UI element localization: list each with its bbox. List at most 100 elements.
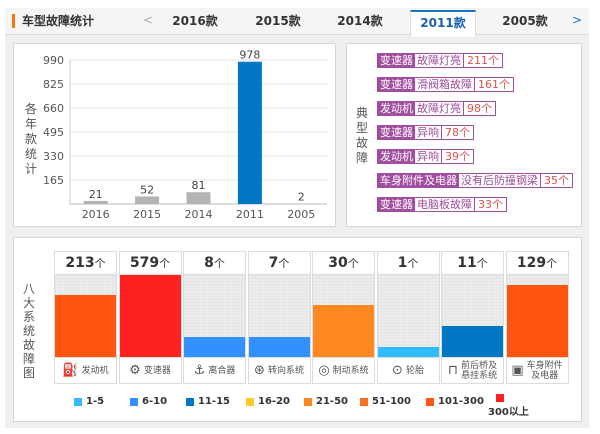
- system-bar: [55, 294, 116, 357]
- legend-item: 300以上: [488, 394, 529, 418]
- tab-2016[interactable]: 2016款: [172, 14, 218, 28]
- legend-label: 101-300: [438, 396, 484, 407]
- fault-desc: 异响: [415, 126, 442, 139]
- legend-item: 21-50: [304, 396, 348, 407]
- fault-system: 变速器: [378, 198, 415, 211]
- fault-desc: 异响: [415, 150, 442, 163]
- fault-count: 98个: [467, 102, 492, 115]
- system-column[interactable]: 11个 ⊓ 前后桥及悬挂系统: [441, 251, 504, 384]
- system-bar-area: [184, 275, 245, 357]
- system-column[interactable]: 213个 ⛽ 发动机: [54, 251, 117, 384]
- system-name: 前后桥及悬挂系统: [461, 360, 498, 381]
- legend-label: 16-20: [258, 396, 290, 407]
- fault-count: 33个: [478, 198, 503, 211]
- fault-count: 39个: [445, 150, 470, 163]
- y-tick-label: 330: [43, 150, 64, 163]
- fault-tag[interactable]: 发动机 异响 39个: [377, 149, 474, 164]
- fault-count: 78个: [445, 126, 470, 139]
- fault-system: 变速器: [378, 78, 415, 91]
- eight-systems-label: 八大系统故障图: [22, 282, 35, 380]
- fault-desc: 滑阀箱故障: [415, 78, 475, 91]
- system-name: 变速器: [143, 365, 171, 376]
- bar-2014[interactable]: [186, 192, 211, 204]
- eight-systems-panel: 八大系统故障图 213个 ⛽ 发动机 579个 ⚙ 变速器 8个 ⚓ 离合器 7个 ⊛ 转向系统 30个…: [13, 237, 582, 422]
- system-column[interactable]: 30个 ◎ 制动系统: [312, 251, 375, 384]
- fault-tag[interactable]: 发动机 故障灯亮 98个: [377, 101, 496, 116]
- system-count: 129个: [506, 252, 568, 275]
- fault-tag[interactable]: 变速器 异响 78个: [377, 125, 474, 140]
- data-label: 81: [192, 179, 206, 192]
- steering-wheel-icon: ⊛: [254, 362, 265, 378]
- legend-swatch: [246, 397, 254, 406]
- data-label: 2: [298, 191, 305, 204]
- legend-swatch: [130, 397, 138, 406]
- system-bar: [119, 275, 181, 357]
- system-bar-area: [313, 275, 374, 357]
- widget-title: 车型故障统计: [12, 14, 94, 28]
- fault-desc: 故障灯亮: [415, 54, 464, 67]
- next-arrow-button[interactable]: >: [572, 13, 583, 27]
- prev-arrow-button[interactable]: <: [143, 13, 154, 27]
- legend-item: 11-15: [186, 396, 230, 407]
- legend-label: 300以上: [488, 407, 529, 418]
- fault-count: 161个: [478, 78, 510, 91]
- system-bar-area: [248, 275, 310, 357]
- system-name: 制动系统: [332, 365, 369, 376]
- system-bar-area: [119, 275, 181, 357]
- system-bar: [313, 305, 374, 357]
- fault-tag[interactable]: 变速器 滑阀箱故障 161个: [377, 77, 514, 92]
- y-tick-label: 825: [43, 78, 64, 91]
- year-bar-chart: 165 330 495 660 825 990 21 2016 52 2015 81 2014 978 2…: [43, 49, 327, 221]
- legend-item: 16-20: [246, 396, 290, 407]
- system-bar-area: [442, 275, 503, 357]
- system-column[interactable]: 129个 ▣ 车身附件及电器: [505, 251, 569, 384]
- legend-item: 51-100: [360, 396, 411, 407]
- system-bar: [442, 325, 503, 357]
- y-axis-label: 各年款统计: [24, 102, 37, 176]
- legend-label: 51-100: [372, 396, 411, 407]
- y-tick-label: 495: [43, 126, 64, 139]
- tab-2015[interactable]: 2015款: [255, 14, 301, 28]
- legend-label: 6-10: [142, 396, 168, 407]
- bar-2016[interactable]: [83, 200, 108, 204]
- legend-label: 11-15: [198, 396, 230, 407]
- data-label: 978: [239, 49, 260, 62]
- brake-disc-icon: ◎: [318, 362, 330, 378]
- battery-icon: ▣: [511, 362, 524, 378]
- year-tab-bar: 车型故障统计 < 2016款 2015款 2014款 2011款 2005款 >: [5, 8, 589, 37]
- tab-2014[interactable]: 2014款: [337, 14, 383, 28]
- fault-tag[interactable]: 车身附件及电器 没有后防撞钢梁 35个: [377, 173, 573, 188]
- x-tick-label: 2011: [236, 208, 264, 221]
- system-name: 车身附件及电器: [526, 360, 563, 381]
- fault-desc: 故障灯亮: [415, 102, 464, 115]
- system-bar: [248, 336, 310, 357]
- fault-system: 发动机: [378, 150, 415, 163]
- legend-swatch: [360, 397, 368, 406]
- bar-2011[interactable]: [237, 61, 262, 204]
- fault-tag[interactable]: 变速器 电脑板故障 33个: [377, 197, 507, 212]
- legend-swatch: [426, 397, 434, 406]
- system-name: 轮胎: [405, 365, 424, 376]
- system-name: 发动机: [81, 365, 109, 376]
- system-bar: [506, 284, 568, 357]
- system-column[interactable]: 1个 ⊙ 轮胎: [376, 251, 440, 384]
- data-label: 21: [89, 188, 103, 201]
- year-chart-panel: 各年款统计 165 330 495 660 825 990 21 2016 52 2015 81 20…: [13, 43, 336, 227]
- system-bar-area: [506, 275, 568, 357]
- system-bar: [377, 347, 439, 357]
- y-tick-label: 660: [43, 102, 64, 115]
- fault-desc: 没有后防撞钢梁: [459, 174, 541, 187]
- system-count: 1个: [377, 252, 439, 275]
- fault-tag[interactable]: 变速器 故障灯亮 211个: [377, 53, 503, 68]
- system-column[interactable]: 579个 ⚙ 变速器: [118, 251, 182, 384]
- system-column[interactable]: 7个 ⊛ 转向系统: [247, 251, 311, 384]
- legend-item: 1-5: [74, 396, 104, 407]
- tab-2005[interactable]: 2005款: [502, 14, 548, 28]
- fault-system: 发动机: [378, 102, 415, 115]
- data-label: 52: [140, 183, 154, 196]
- x-tick-label: 2014: [185, 208, 213, 221]
- system-column[interactable]: 8个 ⚓ 离合器: [183, 251, 246, 384]
- typical-faults-panel: 典型故障 变速器 故障灯亮 211个 变速器 滑阀箱故障 161个 发动机 故障灯亮 98个 变速…: [346, 43, 582, 227]
- tab-2011[interactable]: 2011款: [410, 10, 476, 37]
- bar-2015[interactable]: [135, 196, 160, 204]
